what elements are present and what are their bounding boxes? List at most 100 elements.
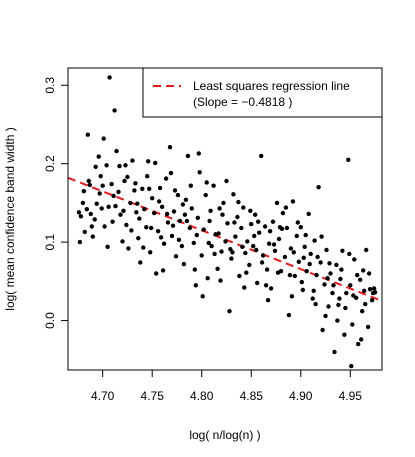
data-point — [205, 276, 210, 281]
data-point — [221, 200, 226, 206]
data-point — [204, 180, 209, 185]
data-point — [294, 233, 299, 239]
data-point — [155, 229, 161, 234]
y-tick-label: 0.3 — [43, 77, 57, 94]
data-point — [280, 210, 286, 216]
data-point — [135, 201, 140, 206]
data-point — [104, 163, 109, 168]
data-point — [359, 337, 364, 342]
data-point — [316, 185, 321, 190]
data-point — [109, 181, 114, 187]
data-point — [181, 261, 187, 267]
data-point — [229, 256, 234, 261]
data-point — [142, 207, 147, 212]
data-point — [349, 363, 354, 369]
data-point — [272, 248, 278, 253]
data-point — [120, 239, 125, 244]
data-point — [140, 186, 145, 191]
x-axis: 4.70 4.75 4.80 4.85 4.90 4.95 log( n/log(n) ) — [91, 369, 362, 442]
data-point — [195, 215, 200, 220]
data-point — [330, 290, 335, 296]
data-point — [264, 267, 270, 272]
data-point — [307, 261, 312, 267]
data-point — [254, 247, 259, 253]
data-point — [209, 243, 214, 249]
data-point — [335, 318, 340, 323]
data-point — [177, 218, 183, 224]
data-point — [240, 244, 245, 249]
data-point — [303, 232, 308, 238]
data-point — [171, 209, 177, 214]
legend: Least squares regression line (Slope = −… — [142, 67, 383, 118]
data-point — [100, 183, 105, 188]
data-point — [262, 224, 268, 229]
data-point — [136, 236, 141, 241]
data-point — [187, 225, 192, 231]
data-point — [150, 196, 155, 201]
data-point — [247, 262, 252, 268]
data-point — [282, 254, 288, 260]
data-point — [219, 249, 224, 254]
data-point — [125, 174, 130, 180]
data-point — [113, 203, 118, 209]
data-point — [327, 261, 332, 266]
data-point — [342, 332, 347, 337]
data-point — [242, 285, 247, 290]
data-point — [107, 75, 112, 80]
data-point — [259, 260, 265, 265]
data-point — [287, 272, 293, 278]
data-point — [126, 246, 131, 251]
data-point — [160, 268, 166, 273]
data-point — [300, 287, 305, 293]
data-point — [286, 312, 292, 318]
data-point — [141, 245, 146, 250]
data-point — [183, 197, 189, 202]
data-point — [235, 214, 240, 220]
data-point — [289, 294, 295, 299]
data-point — [236, 199, 241, 205]
data-point — [225, 221, 230, 226]
data-point — [117, 163, 122, 169]
data-point — [364, 247, 369, 253]
data-point — [90, 234, 96, 239]
data-point — [255, 280, 260, 286]
x-tick-label: 4.80 — [190, 389, 214, 403]
data-point — [314, 272, 319, 278]
data-point — [360, 309, 365, 314]
data-point — [138, 260, 143, 265]
y-ticks: 0.0 0.1 0.2 0.3 — [43, 77, 68, 329]
data-point — [88, 211, 94, 217]
data-point — [169, 233, 175, 239]
x-axis-label: log( n/log(n) ) — [189, 428, 260, 442]
data-point — [215, 266, 220, 271]
data-point — [130, 158, 135, 163]
data-point — [105, 244, 110, 249]
x-ticks: 4.70 4.75 4.80 4.85 4.90 4.95 — [91, 370, 362, 403]
data-point — [275, 270, 281, 275]
data-point — [128, 200, 133, 206]
data-point — [336, 302, 341, 308]
data-point — [263, 283, 269, 288]
data-point — [302, 244, 307, 249]
data-point — [271, 242, 277, 247]
data-point — [343, 305, 348, 311]
data-point — [331, 283, 336, 288]
data-point — [326, 304, 331, 309]
data-point — [101, 136, 106, 141]
data-point — [315, 254, 320, 260]
y-tick-label: 0.2 — [43, 155, 57, 172]
data-point — [350, 322, 355, 327]
data-point — [87, 182, 93, 188]
data-point — [276, 236, 282, 242]
data-point — [346, 157, 351, 162]
data-point — [182, 212, 188, 217]
data-point — [89, 224, 95, 229]
data-point — [132, 188, 137, 193]
data-point — [356, 341, 361, 347]
data-point — [298, 225, 303, 230]
data-point — [328, 271, 333, 276]
data-point — [188, 183, 193, 188]
data-point — [340, 248, 345, 253]
y-axis-label: log( mean confidence band width ) — [3, 127, 17, 310]
